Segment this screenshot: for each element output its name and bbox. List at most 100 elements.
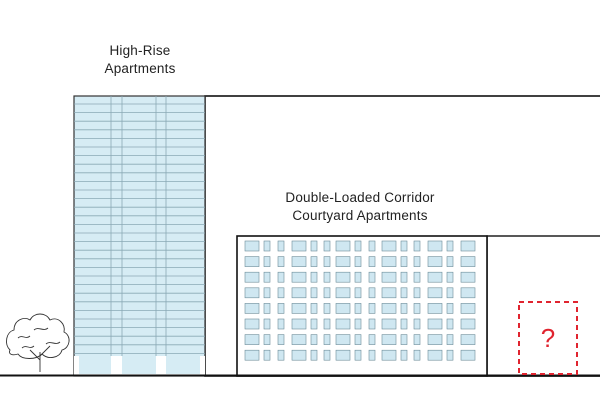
courtyard-window: [291, 287, 307, 299]
courtyard-window: [263, 240, 271, 252]
courtyard-window: [310, 256, 318, 267]
courtyard-window: [291, 349, 307, 361]
courtyard-window: [263, 256, 271, 267]
courtyard-window: [244, 318, 260, 330]
courtyard-window: [368, 256, 376, 267]
courtyard-window: [381, 240, 397, 252]
courtyard-window: [335, 287, 351, 299]
courtyard-window: [263, 287, 271, 299]
courtyard-window: [277, 240, 285, 252]
courtyard-window: [354, 318, 362, 330]
courtyard-window: [291, 271, 307, 283]
courtyard-window: [446, 334, 454, 345]
courtyard-window: [368, 318, 376, 330]
courtyard-window: [310, 318, 318, 330]
courtyard-window: [310, 240, 318, 252]
courtyard-window: [277, 256, 285, 267]
courtyard-window: [354, 349, 362, 361]
courtyard-window: [446, 349, 454, 361]
courtyard-window: [335, 256, 351, 267]
courtyard-window: [400, 334, 408, 345]
courtyard-window: [400, 256, 408, 267]
courtyard-window: [381, 271, 397, 283]
courtyard-window: [460, 240, 476, 252]
tree-icon: [6, 313, 70, 372]
courtyard-window: [400, 287, 408, 299]
courtyard-building: [236, 235, 488, 377]
courtyard-window: [368, 334, 376, 345]
courtyard-window: [323, 240, 331, 252]
courtyard-window: [460, 318, 476, 330]
courtyard-window: [413, 240, 421, 252]
courtyard-window: [323, 349, 331, 361]
courtyard-window: [291, 334, 307, 345]
unknown-building-box: [518, 301, 578, 375]
courtyard-window: [310, 334, 318, 345]
courtyard-window: [368, 240, 376, 252]
courtyard-window: [400, 303, 408, 314]
courtyard-window: [263, 318, 271, 330]
courtyard-label: Double-Loaded Corridor Courtyard Apartme…: [250, 189, 470, 225]
courtyard-window: [323, 334, 331, 345]
courtyard-window: [427, 240, 443, 252]
courtyard-window: [354, 334, 362, 345]
courtyard-window: [323, 287, 331, 299]
courtyard-window: [244, 256, 260, 267]
courtyard-window: [368, 271, 376, 283]
courtyard-window: [277, 287, 285, 299]
courtyard-window: [427, 256, 443, 267]
courtyard-window: [446, 240, 454, 252]
courtyard-window: [400, 271, 408, 283]
mid-building-outline: [486, 235, 600, 377]
courtyard-window: [335, 303, 351, 314]
courtyard-window: [460, 271, 476, 283]
courtyard-window: [323, 303, 331, 314]
high-rise-label-line2: Apartments: [104, 61, 176, 76]
courtyard-window: [354, 240, 362, 252]
high-rise-label-line1: High-Rise: [109, 43, 171, 58]
courtyard-window: [381, 349, 397, 361]
courtyard-window: [263, 303, 271, 314]
courtyard-window: [381, 334, 397, 345]
courtyard-window: [310, 287, 318, 299]
courtyard-window: [427, 303, 443, 314]
high-rise-label: High-Rise Apartments: [70, 42, 210, 78]
courtyard-window: [277, 318, 285, 330]
courtyard-window: [310, 349, 318, 361]
courtyard-window: [446, 271, 454, 283]
high-rise-tower: [73, 95, 206, 377]
courtyard-window: [381, 303, 397, 314]
courtyard-window: [368, 287, 376, 299]
courtyard-window: [460, 349, 476, 361]
courtyard-window: [323, 318, 331, 330]
courtyard-window: [277, 271, 285, 283]
courtyard-window: [413, 271, 421, 283]
courtyard-window: [244, 303, 260, 314]
courtyard-window: [323, 256, 331, 267]
courtyard-window: [310, 303, 318, 314]
courtyard-window: [310, 271, 318, 283]
courtyard-window: [427, 271, 443, 283]
courtyard-label-line1: Double-Loaded Corridor: [285, 190, 435, 205]
courtyard-window: [460, 287, 476, 299]
courtyard-window: [244, 287, 260, 299]
courtyard-window: [400, 349, 408, 361]
courtyard-window: [244, 271, 260, 283]
courtyard-window: [460, 256, 476, 267]
courtyard-window: [446, 256, 454, 267]
courtyard-window: [291, 318, 307, 330]
courtyard-window: [368, 349, 376, 361]
courtyard-window: [413, 318, 421, 330]
courtyard-window: [323, 271, 331, 283]
courtyard-window: [413, 334, 421, 345]
courtyard-window: [427, 349, 443, 361]
courtyard-window: [427, 334, 443, 345]
courtyard-window: [335, 318, 351, 330]
courtyard-window: [354, 256, 362, 267]
courtyard-window: [277, 349, 285, 361]
courtyard-window: [335, 334, 351, 345]
courtyard-window: [354, 287, 362, 299]
courtyard-window: [335, 240, 351, 252]
courtyard-window: [413, 349, 421, 361]
